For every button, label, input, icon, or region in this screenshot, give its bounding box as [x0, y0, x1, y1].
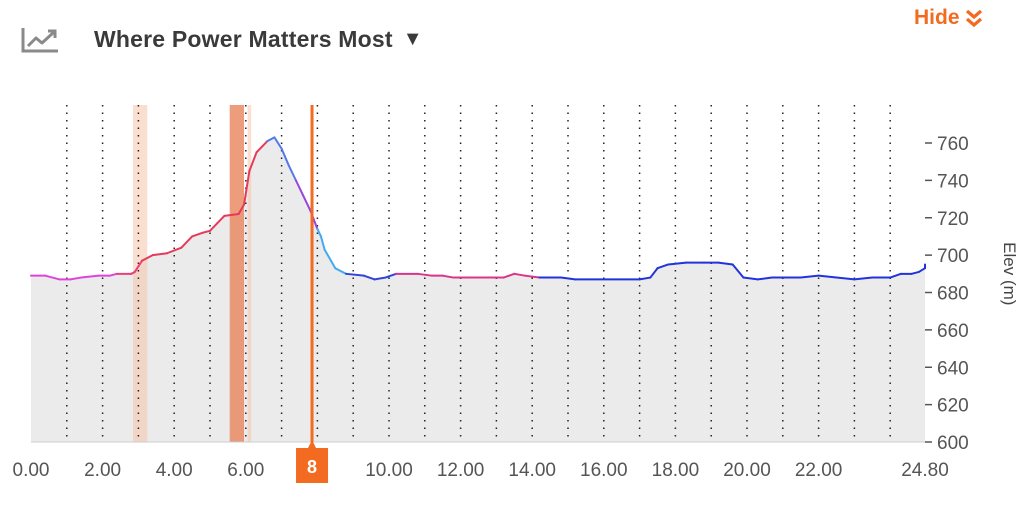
x-tick-label: 2.00: [84, 460, 121, 481]
elevation-line-segment: [80, 274, 101, 279]
elevation-line-segment: [166, 246, 183, 255]
elevation-line-segment: [384, 272, 398, 279]
elevation-line-segment: [287, 164, 297, 182]
elevation-line-segment: [502, 272, 516, 279]
elevation-line-segment: [910, 270, 920, 275]
elevation-line-segment: [917, 267, 926, 273]
y-tick-label: 660: [937, 321, 969, 342]
elevation-line-segment: [524, 274, 541, 279]
x-tick-label: 10.00: [365, 460, 413, 481]
x-tick-label: 14.00: [508, 460, 556, 481]
y-tick-label: 720: [937, 209, 969, 230]
elevation-chart[interactable]: 0.00 2.00 4.00 6.00 10.00 12.00 14.00 16.00 18.0…: [0, 95, 1024, 495]
elevation-line-segment: [334, 267, 348, 275]
elevation-line-segment: [266, 136, 276, 143]
position-marker-label: 8: [307, 457, 317, 477]
chart-selector-dropdown[interactable]: Where Power Matters Most ▼: [94, 26, 423, 53]
line-chart-icon: [21, 28, 58, 53]
power-highlight-band[interactable]: [229, 105, 245, 442]
elevation-line-segment: [223, 213, 240, 217]
y-tick-label: 600: [937, 433, 969, 454]
y-tick-label: 760: [937, 134, 969, 155]
elevation-line-segment: [216, 214, 226, 225]
x-tick-label: 22.00: [795, 460, 843, 481]
elevation-line-segment: [638, 276, 652, 281]
x-tick-label: 18.00: [652, 460, 700, 481]
elevation-line-segment: [316, 227, 322, 238]
elevation-line-segment: [889, 272, 902, 279]
elevation-line-segment: [756, 276, 774, 281]
x-tick-label: 4.00: [156, 460, 193, 481]
elevation-line-segment: [656, 263, 670, 270]
elevation-line-segment: [273, 136, 283, 150]
hide-button[interactable]: Hide: [914, 6, 984, 30]
x-tick-label: 24.80: [901, 460, 949, 481]
elevation-line-segment: [362, 274, 376, 281]
elevation-line-segment: [209, 222, 219, 232]
elevation-line-segment: [140, 254, 154, 262]
elevation-line-segment: [201, 229, 211, 234]
x-tick-label: 0.00: [13, 460, 50, 481]
elevation-line-segment: [731, 263, 745, 279]
x-tick-label: 6.00: [227, 460, 264, 481]
x-tick-label: 12.00: [437, 460, 485, 481]
elevation-line-segment: [108, 272, 118, 277]
chart-title: Where Power Matters Most: [94, 26, 393, 52]
y-tick-label: 620: [937, 396, 969, 417]
elevation-line-segment: [717, 261, 734, 266]
elevation-line-segment: [799, 274, 820, 279]
double-chevron-down-icon: [965, 9, 982, 28]
elevation-line-segment: [237, 203, 246, 216]
elevation-line-segment: [191, 231, 204, 238]
y-tick-label: 740: [937, 171, 969, 192]
elevation-line-segment: [853, 276, 874, 281]
elevation-line-segment: [180, 235, 194, 249]
elevation-line-segment: [742, 276, 759, 281]
x-tick-label: 16.00: [580, 460, 628, 481]
elevation-line-segment: [302, 194, 312, 212]
y-axis-title: Elev (m): [1000, 242, 1019, 305]
hide-label: Hide: [914, 6, 960, 29]
elevation-line-segment: [323, 248, 337, 270]
power-highlight-band[interactable]: [247, 105, 252, 442]
elevation-line-segment: [319, 235, 326, 251]
elevation-line-segment: [255, 140, 269, 154]
elevation-line-segment: [294, 179, 305, 197]
elevation-area: [31, 137, 925, 443]
elevation-line-segment: [373, 276, 387, 281]
elevation-line-segment: [280, 147, 290, 167]
elevation-line-segment: [248, 151, 258, 173]
elevation-line-segment: [559, 276, 577, 281]
dropdown-caret-icon: ▼: [402, 28, 423, 50]
elevation-line-segment: [345, 272, 365, 277]
position-marker-badge[interactable]: [296, 448, 329, 483]
elevation-line-segment: [441, 274, 455, 279]
y-tick-label: 640: [937, 358, 969, 379]
elevation-line-segment: [667, 261, 688, 266]
y-tick-label: 680: [937, 284, 969, 305]
elevation-line-segment: [817, 274, 838, 279]
elevation-line-segment: [416, 272, 433, 277]
x-tick-label: 20.00: [723, 460, 771, 481]
y-tick-label: 700: [937, 246, 969, 267]
elevation-line-segment: [151, 252, 169, 257]
power-highlight-band[interactable]: [133, 105, 148, 442]
elevation-line-segment: [835, 276, 856, 281]
elevation-line-segment: [649, 267, 659, 279]
elevation-line-segment: [133, 259, 143, 273]
elevation-line-segment: [513, 272, 527, 277]
position-marker-pointer: [308, 440, 317, 448]
elevation-line-segment: [243, 170, 251, 206]
elevation-line-segment: [69, 276, 83, 281]
panel-header: Where Power Matters Most ▼ Hide: [0, 0, 1024, 70]
elevation-line-segment: [44, 274, 61, 281]
